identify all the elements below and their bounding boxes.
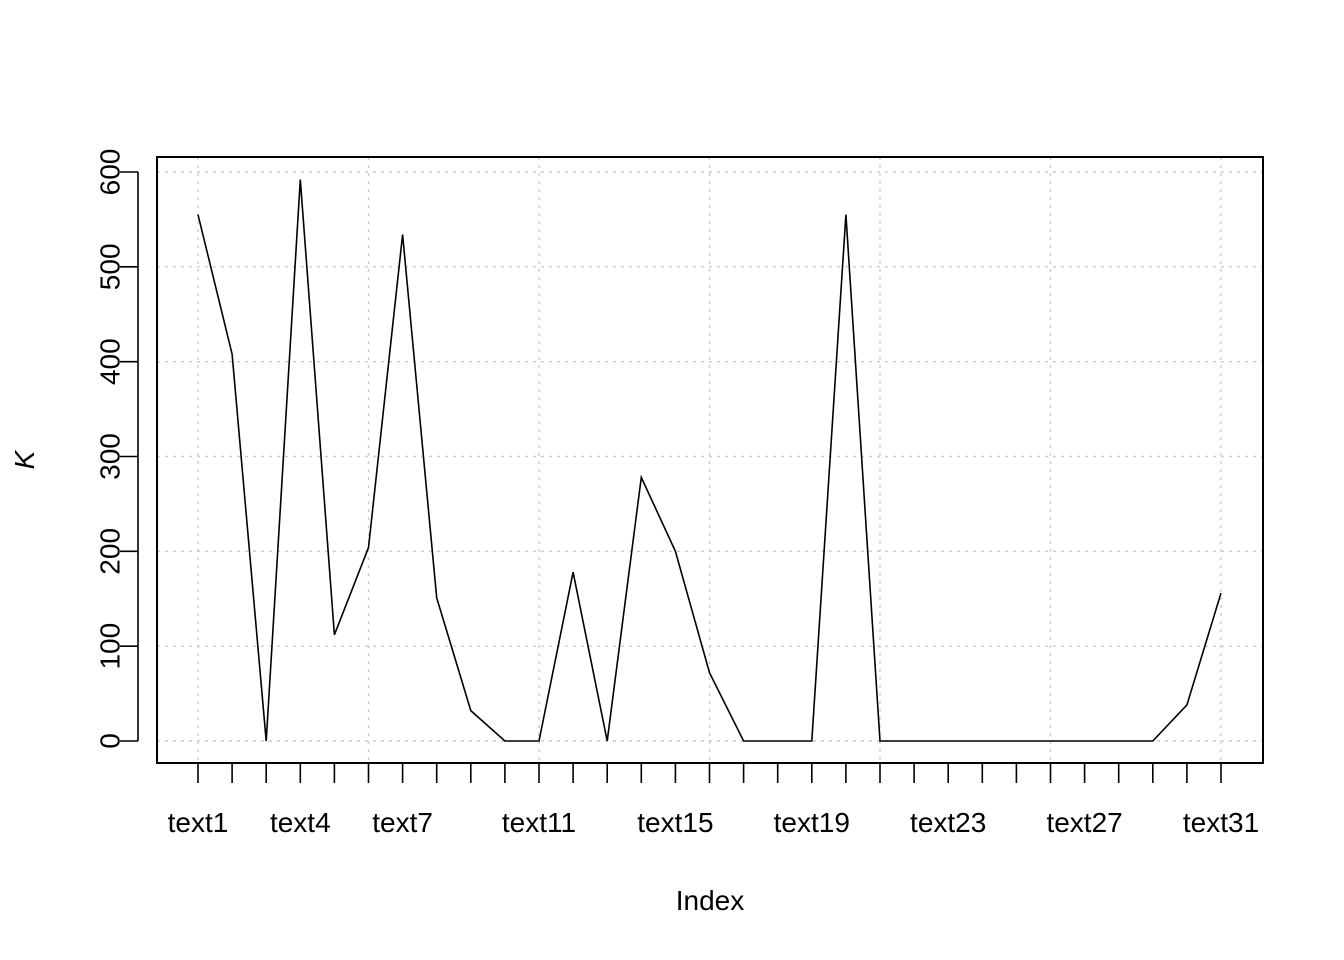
y-tick-label: 300: [95, 433, 126, 480]
y-tick-label: 200: [95, 528, 126, 575]
y-axis: 0 100 200 300 400 500 600: [95, 149, 139, 749]
y-tick-label: 500: [95, 243, 126, 290]
y-tick-label: 400: [95, 338, 126, 385]
x-tick-label: text1: [168, 807, 229, 838]
x-tick-label: text4: [270, 807, 331, 838]
x-tick-label: text27: [1046, 807, 1122, 838]
x-tick-label: text23: [910, 807, 986, 838]
x-tick-label: text7: [372, 807, 433, 838]
x-axis-title: Index: [676, 885, 745, 916]
x-tick-label: text19: [774, 807, 850, 838]
x-tick-label: text31: [1183, 807, 1259, 838]
x-axis: text1 text4 text7 text11 text15 text19 text23 t…: [168, 762, 1259, 838]
y-tick-label: 600: [95, 149, 126, 196]
y-tick-label: 0: [95, 733, 126, 749]
y-axis-title: K: [9, 449, 40, 469]
series-line: [197, 179, 1222, 742]
y-tick-label: 100: [95, 623, 126, 670]
x-tick-label: text15: [637, 807, 713, 838]
x-tick-label: text11: [502, 807, 576, 838]
